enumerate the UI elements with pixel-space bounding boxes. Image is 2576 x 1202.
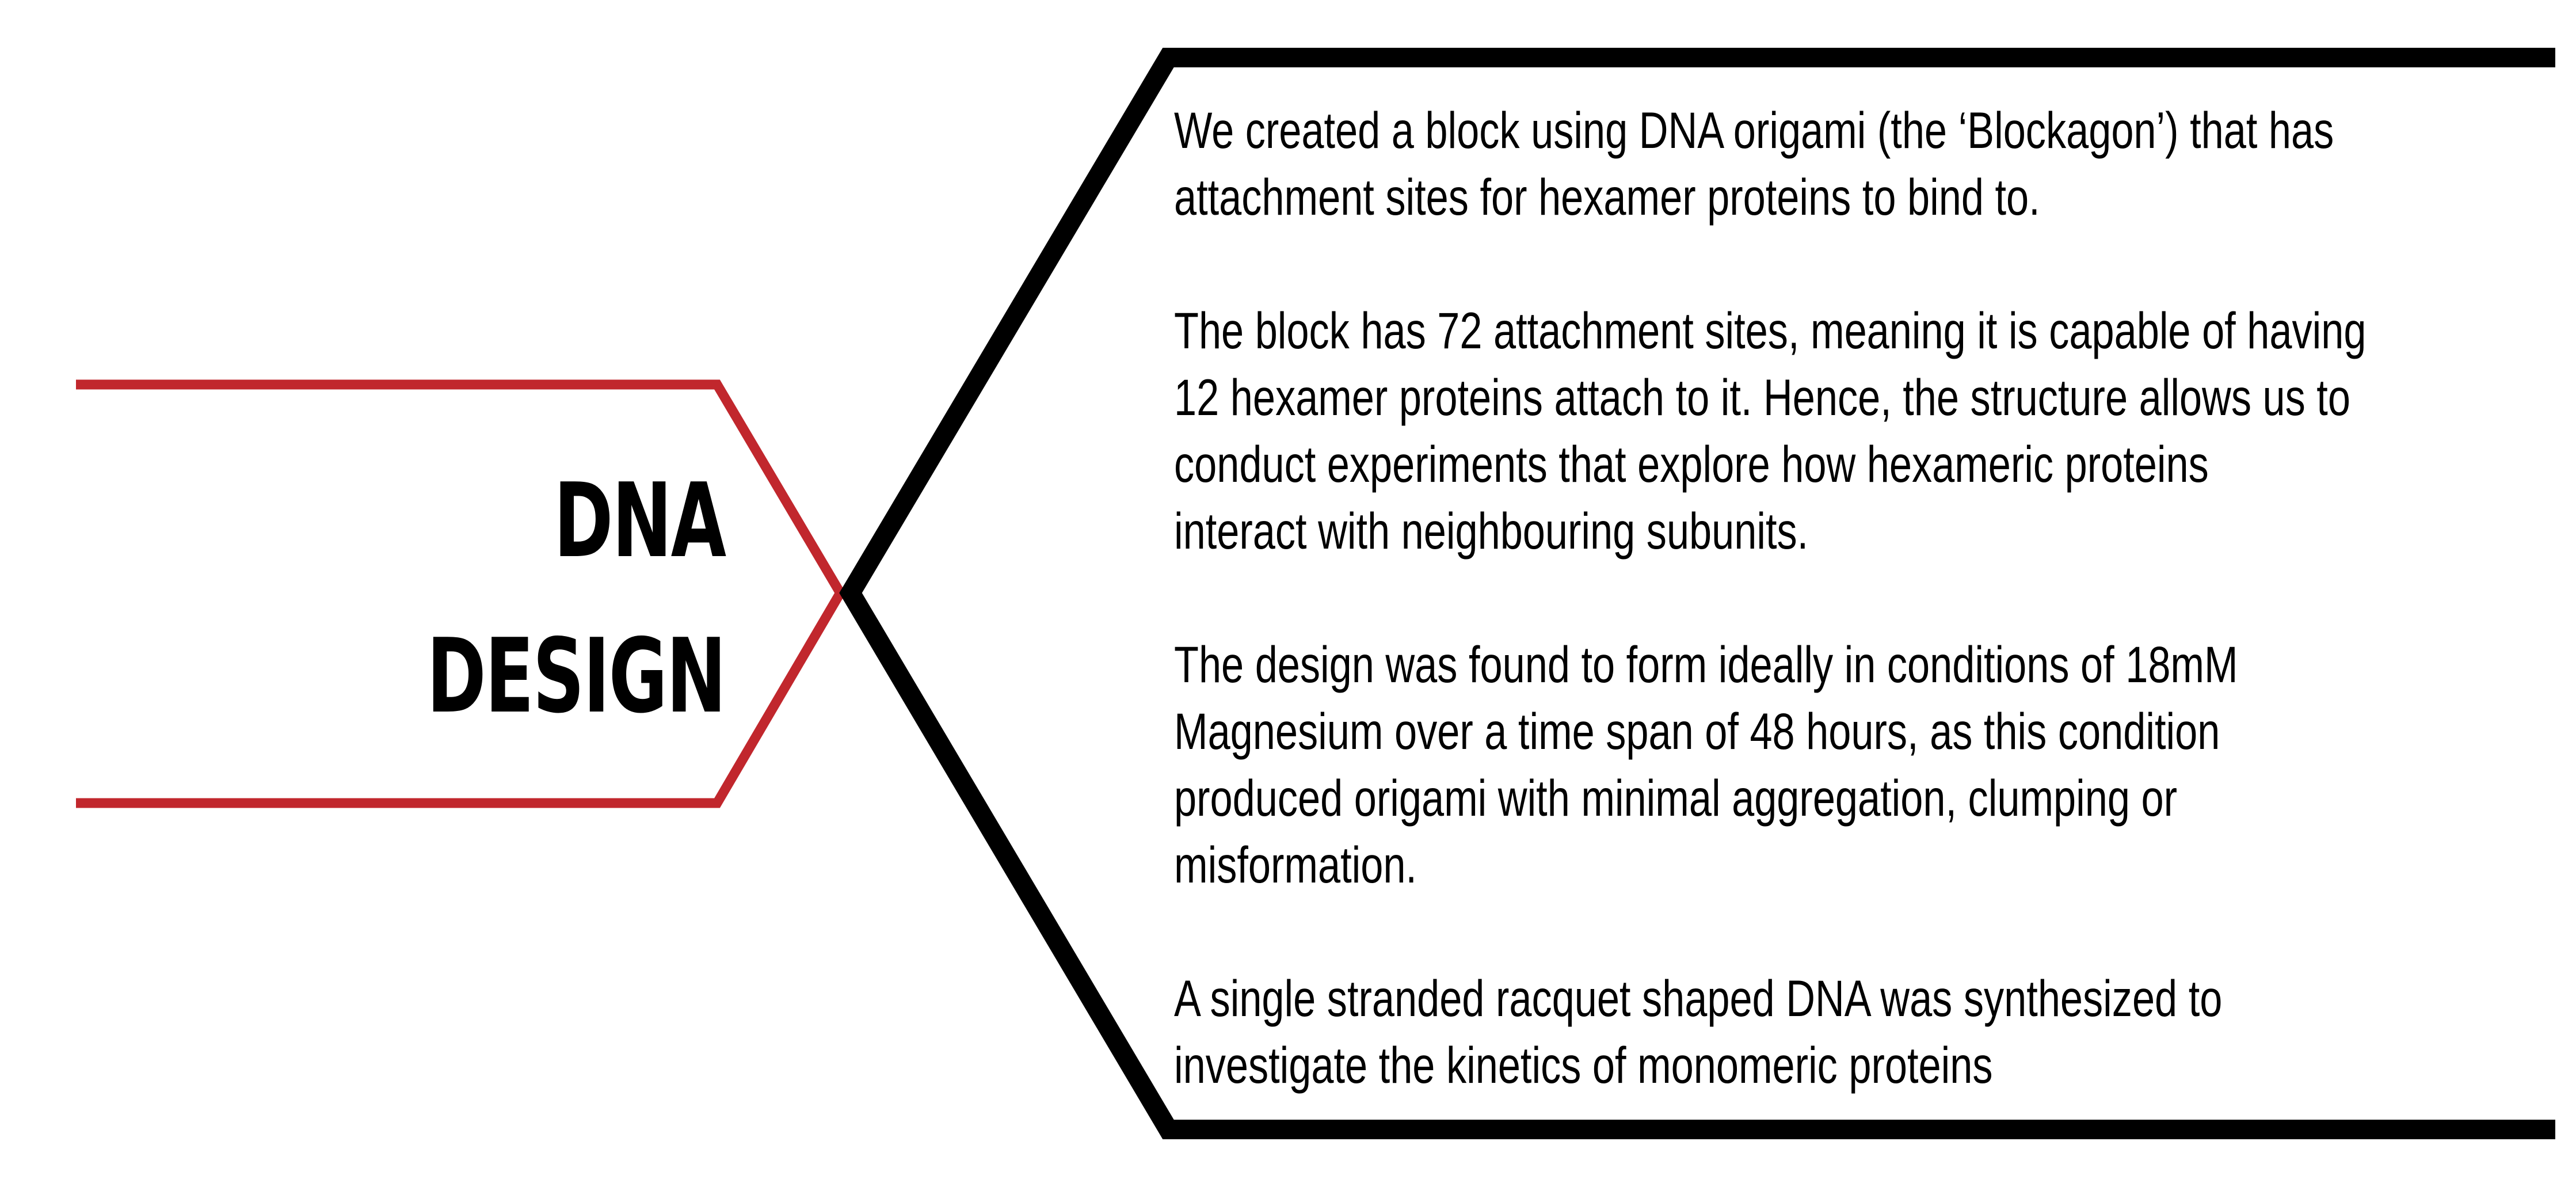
section-heading: DNA DESIGN (338, 443, 726, 754)
paragraph-racquet-dna: A single stranded racquet shaped DNA was… (1174, 969, 2223, 1094)
heading-line-design: DESIGN (426, 617, 726, 736)
heading-line-dna: DNA (554, 461, 726, 580)
paragraph-conditions: The design was found to form ideally in … (1174, 636, 2238, 893)
black-chevron-outline (839, 48, 2555, 1139)
paragraph-blockagon: We created a block using DNA origami (th… (1174, 101, 2334, 226)
description-text: We created a block using DNA origami (th… (1174, 97, 2493, 1165)
paragraph-attachment-sites: The block has 72 attachment sites, meani… (1174, 302, 2367, 560)
